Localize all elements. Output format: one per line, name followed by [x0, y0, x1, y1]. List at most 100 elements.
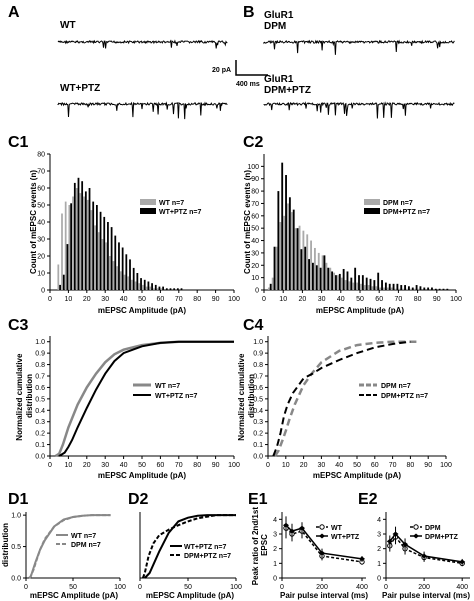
y-tick-label: 0.7	[35, 374, 45, 381]
e2-legend-dpm-ptz: DPM+PTZ	[425, 534, 459, 541]
bar-c2	[371, 286, 374, 290]
bar-c1	[105, 242, 108, 290]
trace-wt	[57, 39, 228, 49]
x-tick-label: 400	[356, 584, 368, 591]
x-tick-label: 50	[353, 462, 361, 469]
x-tick-label: 0	[280, 584, 284, 591]
panel-label-c3: C3	[8, 317, 29, 334]
bar-ptz-c2	[431, 287, 433, 290]
bar-c1	[123, 274, 126, 290]
y-tick-label: 30	[37, 237, 45, 244]
y-tick-label: 0.8	[253, 362, 263, 369]
bar-ptz-c1	[70, 203, 73, 290]
bar-ptz-c1	[180, 288, 183, 290]
bar-ptz-c1	[110, 227, 113, 290]
c3-cumulative-plot: 0 10 20 30 40 50 60 70 80 90 100 0.0 0.1 0.2 0.3 0.4 0.5…	[15, 336, 240, 480]
x-tick-label: 50	[138, 296, 146, 303]
x-tick-label: 60	[375, 296, 383, 303]
scale-bar-time: 400 ms	[236, 81, 260, 88]
bar-ptz-c1	[121, 247, 124, 290]
bar-ptz-c2	[392, 283, 395, 290]
bar-ptz-c1	[107, 222, 109, 290]
x-tick-label: 60	[371, 462, 379, 469]
c1-legend-wt-ptz: WT+PTZ n=7	[159, 209, 202, 216]
bar-ptz-c1	[158, 286, 161, 290]
bar-ptz-c1	[165, 288, 168, 290]
bar-c2	[409, 288, 412, 290]
bar-c1	[145, 286, 148, 290]
bar-ptz-c2	[396, 283, 399, 290]
panel-label-c2: C2	[243, 134, 264, 151]
y-tick-label: 0.1	[253, 442, 263, 449]
bar-ptz-c1	[147, 281, 150, 290]
bar-c2	[294, 228, 297, 290]
x-tick-label: 400	[456, 584, 468, 591]
c3-line-wt-ptz	[58, 340, 234, 457]
bar-ptz-c2	[388, 283, 391, 290]
bar-ptz-c2	[408, 286, 410, 290]
bar-ptz-c2	[423, 287, 426, 290]
c4-y-axis-label-line2: distribution	[247, 374, 256, 418]
y-tick-label: 0.9	[35, 351, 45, 358]
bar-ptz-c2	[304, 246, 307, 290]
data-point	[459, 559, 466, 565]
bar-c2	[383, 287, 385, 290]
bar-c1	[153, 288, 155, 290]
x-tick-label: 40	[120, 296, 128, 303]
bar-c1	[116, 266, 119, 290]
y-tick-label: 60	[37, 186, 45, 193]
c4-y-axis-label: Normalized cumulative distribution	[237, 351, 256, 440]
trace-label-wt-ptz: WT+PTZ	[60, 83, 101, 94]
y-tick-label: 3	[273, 532, 277, 539]
bar-c2	[333, 272, 336, 290]
bar-c1	[97, 232, 100, 290]
x-tick-label: 70	[175, 296, 183, 303]
x-tick-label: 0	[384, 584, 388, 591]
e1-y-axis-label: Peak ratio of 2nd/1st EPSC	[251, 505, 269, 585]
x-tick-label: 40	[337, 296, 345, 303]
bar-ptz-c2	[342, 268, 345, 290]
bar-ptz-c2	[434, 288, 437, 290]
bar-c2	[310, 240, 312, 290]
c2-histogram: 0 10 20 30 40 50 60 70 80 90 100 0 10 20 30 40 50 60 70 80 9…	[243, 154, 462, 315]
x-tick-label: 80	[407, 462, 415, 469]
d2-cumulative-plot: 0 50 100 mEPSC Amplitude (pA) WT+PTZ n=7 D…	[138, 512, 242, 600]
bar-c1	[90, 210, 93, 290]
c1-histogram: 0 10 20 30 40 50 60 70 80 90 10001020304050607080 …	[29, 152, 240, 316]
y-tick-label: 2	[377, 546, 381, 553]
y-tick-label: 0	[41, 288, 45, 295]
x-tick-label: 20	[83, 296, 91, 303]
y-tick-label: 100	[247, 164, 259, 171]
trace-wt-ptz	[57, 101, 228, 120]
e2-legend-marker-dpm	[413, 524, 419, 530]
x-tick-label: 200	[418, 584, 430, 591]
bar-c2	[367, 285, 370, 290]
bar-ptz-c2	[285, 175, 287, 290]
bar-c1	[75, 188, 78, 290]
bar-ptz-c1	[62, 274, 65, 290]
bar-ptz-c2	[327, 267, 330, 290]
bar-ptz-c2	[350, 277, 353, 290]
bar-ptz-c1	[59, 284, 61, 290]
y-tick-label: 0.2	[35, 431, 45, 438]
bar-c2	[317, 252, 320, 290]
x-tick-label: 0	[48, 462, 52, 469]
bar-c1	[142, 284, 144, 290]
y-tick-label: 0.0	[35, 454, 45, 461]
scale-bar-amplitude: 20 pA	[212, 67, 231, 74]
bar-c2	[363, 285, 366, 290]
bar-c2	[279, 222, 282, 290]
x-tick-label: 90	[212, 296, 220, 303]
y-tick-label: 1	[273, 561, 277, 568]
bar-ptz-c1	[118, 242, 120, 290]
c3-y-axis-label-line2: distribution	[25, 374, 34, 418]
bar-ptz-c2	[346, 271, 349, 290]
bar-c1	[57, 264, 60, 290]
data-point	[359, 556, 365, 562]
bar-ptz-c2	[365, 277, 368, 290]
y-tick-label: 1	[377, 561, 381, 568]
c4-legend-dpm: DPM n=7	[381, 383, 411, 390]
bar-c2	[302, 230, 305, 290]
c2-legend-dpm-ptz: DPM+PTZ n=7	[383, 209, 430, 216]
bar-ptz-c1	[140, 278, 142, 290]
